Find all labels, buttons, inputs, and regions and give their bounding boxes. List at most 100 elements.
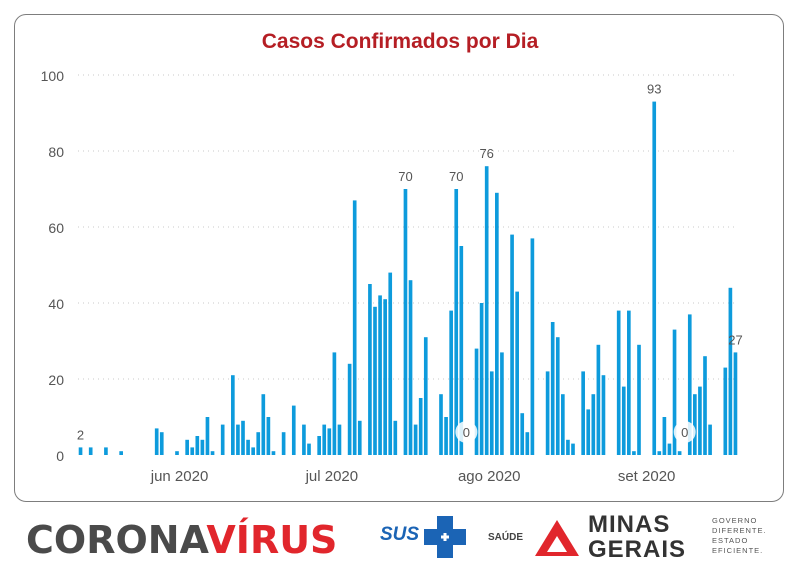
bar — [550, 322, 555, 455]
bar — [733, 352, 738, 455]
bar — [632, 451, 636, 455]
data-label: 0 — [463, 425, 470, 440]
bar — [88, 447, 93, 455]
bar — [444, 417, 448, 455]
bar — [484, 166, 489, 455]
brand-part1: CORONA — [26, 518, 207, 562]
bar — [175, 451, 179, 455]
bar — [601, 375, 606, 455]
bar — [291, 405, 296, 455]
data-label: 2 — [77, 427, 84, 442]
mg-line1: MINAS — [588, 511, 671, 538]
bar — [662, 417, 667, 455]
bar — [205, 417, 210, 455]
bar — [246, 439, 250, 455]
bar — [571, 443, 575, 455]
sus-cross-icon — [424, 516, 466, 558]
bar — [352, 200, 357, 455]
sus-label: SUS — [380, 524, 420, 545]
y-tick-label: 20 — [48, 372, 64, 388]
y-tick-label: 40 — [48, 296, 64, 312]
bar — [281, 432, 286, 455]
bar — [693, 394, 697, 455]
bar — [220, 424, 225, 455]
bar — [677, 451, 682, 455]
bar — [403, 189, 408, 455]
bar — [439, 394, 443, 455]
bar — [672, 329, 677, 455]
bar — [271, 451, 276, 455]
bar — [210, 451, 215, 455]
gov-line4: EFICIENTE. — [712, 546, 764, 555]
y-tick-label: 80 — [48, 144, 64, 160]
saude-label: SAÚDE — [488, 532, 524, 543]
bar — [383, 299, 387, 455]
bar — [388, 272, 393, 455]
y-tick-label: 60 — [48, 220, 64, 236]
bar — [256, 432, 261, 455]
bar — [566, 439, 570, 455]
bar — [423, 337, 428, 455]
bar — [723, 367, 728, 455]
bar — [236, 424, 240, 455]
data-label: 70 — [398, 169, 412, 184]
bar — [159, 432, 164, 455]
bar — [327, 428, 332, 455]
bar — [561, 394, 565, 455]
data-label: 76 — [479, 146, 493, 161]
bar — [337, 424, 342, 455]
bar — [687, 314, 692, 455]
bar — [667, 443, 672, 455]
bar — [119, 451, 123, 455]
bar — [200, 439, 205, 455]
bar — [261, 394, 266, 455]
bar — [627, 310, 631, 455]
bar — [459, 246, 464, 455]
bar — [104, 447, 108, 455]
bar — [413, 424, 418, 455]
bar — [510, 234, 514, 455]
bar — [728, 287, 733, 455]
bar — [393, 420, 398, 455]
data-label: 93 — [647, 82, 661, 97]
bar — [302, 424, 306, 455]
bar — [317, 436, 321, 455]
bar — [500, 352, 504, 455]
bar — [347, 363, 352, 455]
bar — [545, 371, 550, 455]
bar — [474, 348, 479, 455]
bar — [78, 447, 83, 455]
data-label-halo — [673, 421, 696, 443]
bar — [616, 310, 621, 455]
bar — [479, 303, 484, 455]
gov-line1: GOVERNO — [712, 516, 758, 525]
bar — [652, 101, 657, 455]
bar — [555, 337, 560, 455]
bar — [190, 447, 195, 455]
bar — [489, 371, 494, 455]
bar — [586, 409, 591, 455]
bar — [520, 413, 525, 455]
data-label-halo — [455, 421, 478, 443]
bar — [378, 295, 382, 455]
bar — [637, 344, 641, 455]
minas-gerais-label: MINAS GERAIS — [588, 512, 686, 562]
x-tick-label: set 2020 — [618, 468, 676, 485]
x-tick-label: jun 2020 — [150, 468, 209, 485]
bar — [322, 424, 327, 455]
x-tick-label: ago 2020 — [458, 468, 521, 485]
bar — [373, 306, 377, 455]
bar — [657, 451, 662, 455]
minas-gerais-triangle-icon — [535, 520, 579, 556]
bar — [525, 432, 530, 455]
bar — [185, 439, 189, 455]
bar — [195, 436, 200, 455]
x-tick-label: jul 2020 — [305, 468, 359, 485]
bar — [357, 420, 362, 455]
bar — [418, 398, 423, 455]
bar — [454, 189, 459, 455]
coronavirus-brand: CORONAVÍRUS — [26, 518, 337, 562]
bar — [591, 394, 596, 455]
bar — [581, 371, 585, 455]
